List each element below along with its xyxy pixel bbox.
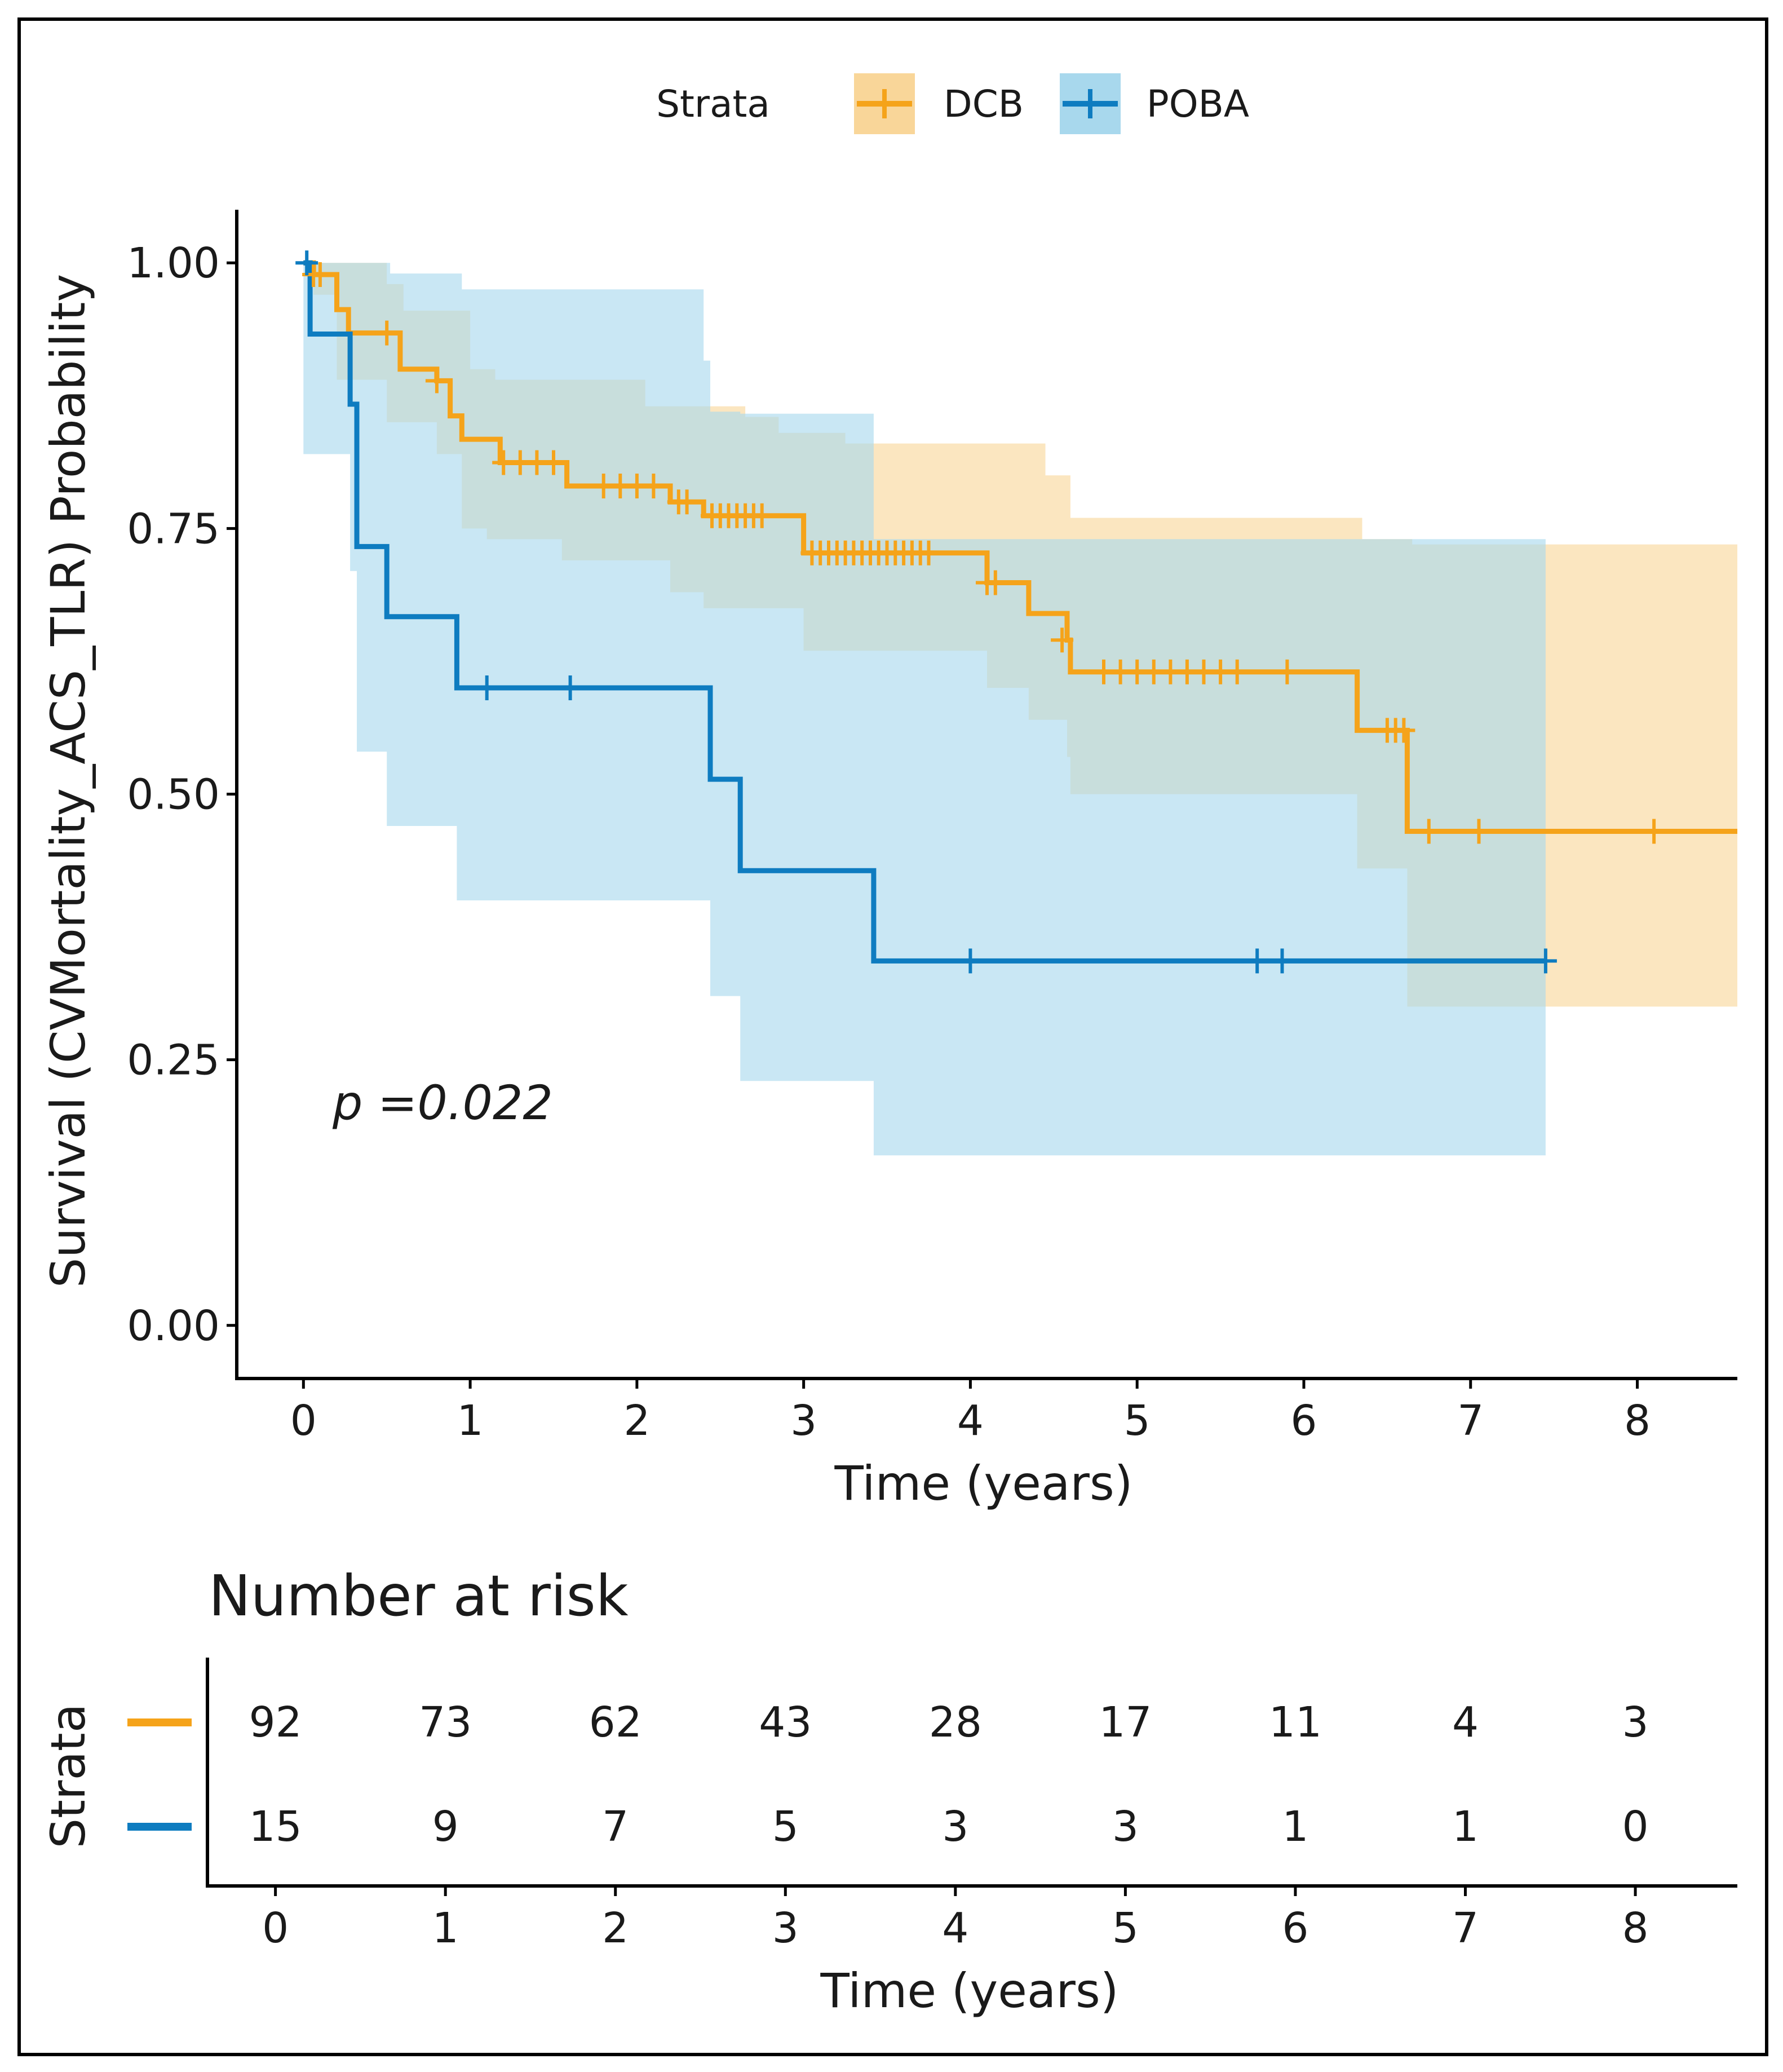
x-tick-label: 1	[457, 1397, 484, 1445]
risk-count-dcb: 28	[929, 1698, 982, 1747]
x-tick-label: 3	[790, 1397, 817, 1445]
x-tick-label: 5	[1124, 1397, 1151, 1445]
risk-count-poba: 15	[249, 1802, 302, 1851]
survival-curve-poba	[303, 260, 1546, 964]
y-axis-ticks: 0.00 0.25 0.50 0.75 1.00	[127, 239, 237, 1350]
x-tick-label: 0	[290, 1397, 317, 1445]
risk-count-poba: 3	[942, 1802, 968, 1851]
x-tick-label: 4	[957, 1397, 984, 1445]
censor-mark-dcb	[1417, 819, 1440, 844]
y-tick-label: 1.00	[127, 239, 220, 288]
risk-table-counts: 92 73 62 43 28 17 11 4 315 9 7 5 3 3 1 1 0	[249, 1698, 1649, 1851]
censor-mark-dcb	[1643, 819, 1666, 844]
figure-frame	[17, 17, 1768, 2056]
censor-mark-dcb	[308, 262, 331, 287]
censor-mark-dcb	[1467, 819, 1490, 844]
legend: Strata DCB POBA	[656, 73, 1249, 134]
censor-mark-dcb	[1276, 659, 1299, 684]
risk-count-dcb: 11	[1269, 1698, 1322, 1747]
censor-mark-poba	[1246, 948, 1269, 974]
risk-count-poba: 0	[1622, 1802, 1649, 1851]
y-axis-title: Survival (CVMortality_ACS_TLR) Probabili…	[41, 274, 96, 1288]
risk-table-title: Number at risk	[209, 1563, 629, 1629]
censor-mark-poba	[295, 250, 318, 276]
risk-count-poba: 5	[772, 1802, 799, 1851]
risk-x-tick-label: 5	[1112, 1904, 1139, 1952]
x-tick-label: 8	[1624, 1397, 1651, 1445]
risk-x-tick-label: 6	[1282, 1904, 1308, 1952]
legend-title: Strata	[656, 82, 770, 126]
risk-count-poba: 9	[432, 1802, 459, 1851]
censor-mark-poba	[559, 675, 582, 700]
x-tick-label: 7	[1457, 1397, 1484, 1445]
x-axis-title: Time (years)	[834, 1456, 1133, 1511]
censor-marks	[295, 250, 1666, 974]
censor-mark-dcb	[675, 489, 698, 515]
risk-count-dcb: 92	[249, 1698, 302, 1747]
risk-x-tick-label: 7	[1452, 1904, 1479, 1952]
risk-count-dcb: 4	[1452, 1698, 1479, 1747]
risk-x-tick-label: 8	[1622, 1904, 1649, 1952]
censor-mark-dcb	[1051, 628, 1074, 653]
censor-mark-dcb	[1392, 718, 1415, 743]
legend-label-poba: POBA	[1147, 82, 1249, 126]
risk-count-poba: 3	[1112, 1802, 1139, 1851]
risk-count-dcb: 43	[759, 1698, 812, 1747]
risk-x-tick-label: 2	[602, 1904, 629, 1952]
risk-count-poba: 1	[1282, 1802, 1308, 1851]
censor-mark-dcb	[375, 320, 399, 346]
risk-x-tick-label: 4	[942, 1904, 968, 1952]
x-tick-label: 2	[623, 1397, 650, 1445]
censor-mark-dcb	[984, 570, 1007, 595]
risk-x-axis-ticks: 0 1 2 3 4 5 6 7 8	[262, 1886, 1649, 1952]
y-tick-label: 0.75	[127, 505, 220, 553]
risk-x-tick-label: 0	[262, 1904, 289, 1952]
risk-count-dcb: 73	[419, 1698, 472, 1747]
risk-x-tick-label: 1	[432, 1904, 459, 1952]
censor-mark-poba	[1271, 948, 1294, 974]
risk-count-poba: 1	[1452, 1802, 1479, 1851]
censor-mark-poba	[475, 675, 498, 700]
censor-mark-dcb	[1225, 659, 1249, 684]
censor-mark-dcb	[425, 368, 448, 394]
x-axis-ticks: 0 1 2 3 4 5 6 7 8	[290, 1379, 1651, 1445]
censor-mark-dcb	[542, 450, 565, 475]
y-tick-label: 0.00	[127, 1302, 220, 1350]
risk-x-axis-title: Time (years)	[820, 1963, 1119, 2018]
risk-count-dcb: 17	[1099, 1698, 1152, 1747]
y-tick-label: 0.50	[127, 771, 220, 819]
censor-mark-dcb	[642, 474, 665, 498]
censor-mark-poba	[959, 948, 982, 974]
risk-x-tick-label: 3	[772, 1904, 799, 1952]
p-value-annotation: p =0.022	[332, 1075, 553, 1130]
censor-mark-poba	[1534, 948, 1557, 974]
risk-count-poba: 7	[602, 1802, 629, 1851]
risk-count-dcb: 62	[589, 1698, 642, 1747]
censor-mark-dcb	[750, 503, 773, 528]
y-tick-label: 0.25	[127, 1036, 220, 1085]
legend-label-dcb: DCB	[944, 82, 1024, 126]
risk-count-dcb: 3	[1622, 1698, 1649, 1747]
x-tick-label: 6	[1290, 1397, 1317, 1445]
risk-table-strata-label: Strata	[41, 1704, 96, 1849]
censor-mark-dcb	[917, 540, 940, 566]
